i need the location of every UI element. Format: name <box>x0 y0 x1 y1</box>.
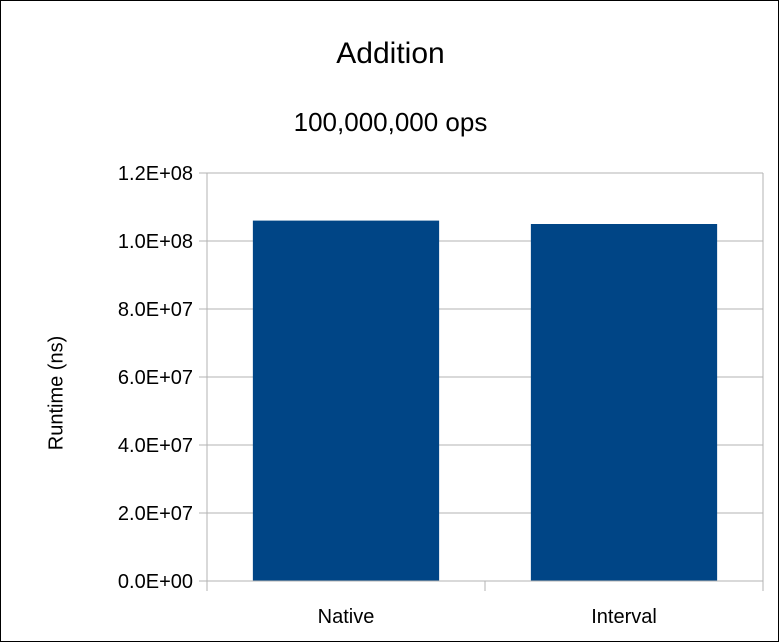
chart-title: Addition <box>336 37 445 70</box>
y-tick-label: 0.0E+00 <box>118 571 193 593</box>
y-tick-label: 1.2E+08 <box>118 163 193 185</box>
y-tick-label: 2.0E+07 <box>118 503 193 525</box>
bar <box>252 220 440 581</box>
bar <box>530 224 718 581</box>
y-tick-label: 8.0E+07 <box>118 299 193 321</box>
chart-subtitle: 100,000,000 ops <box>293 107 488 137</box>
y-tick-label: 1.0E+08 <box>118 231 193 253</box>
y-tick-label: 6.0E+07 <box>118 367 193 389</box>
y-tick-label: 4.0E+07 <box>118 435 193 457</box>
x-tick-label: Native <box>318 606 375 628</box>
x-tick-label: Interval <box>591 606 657 628</box>
